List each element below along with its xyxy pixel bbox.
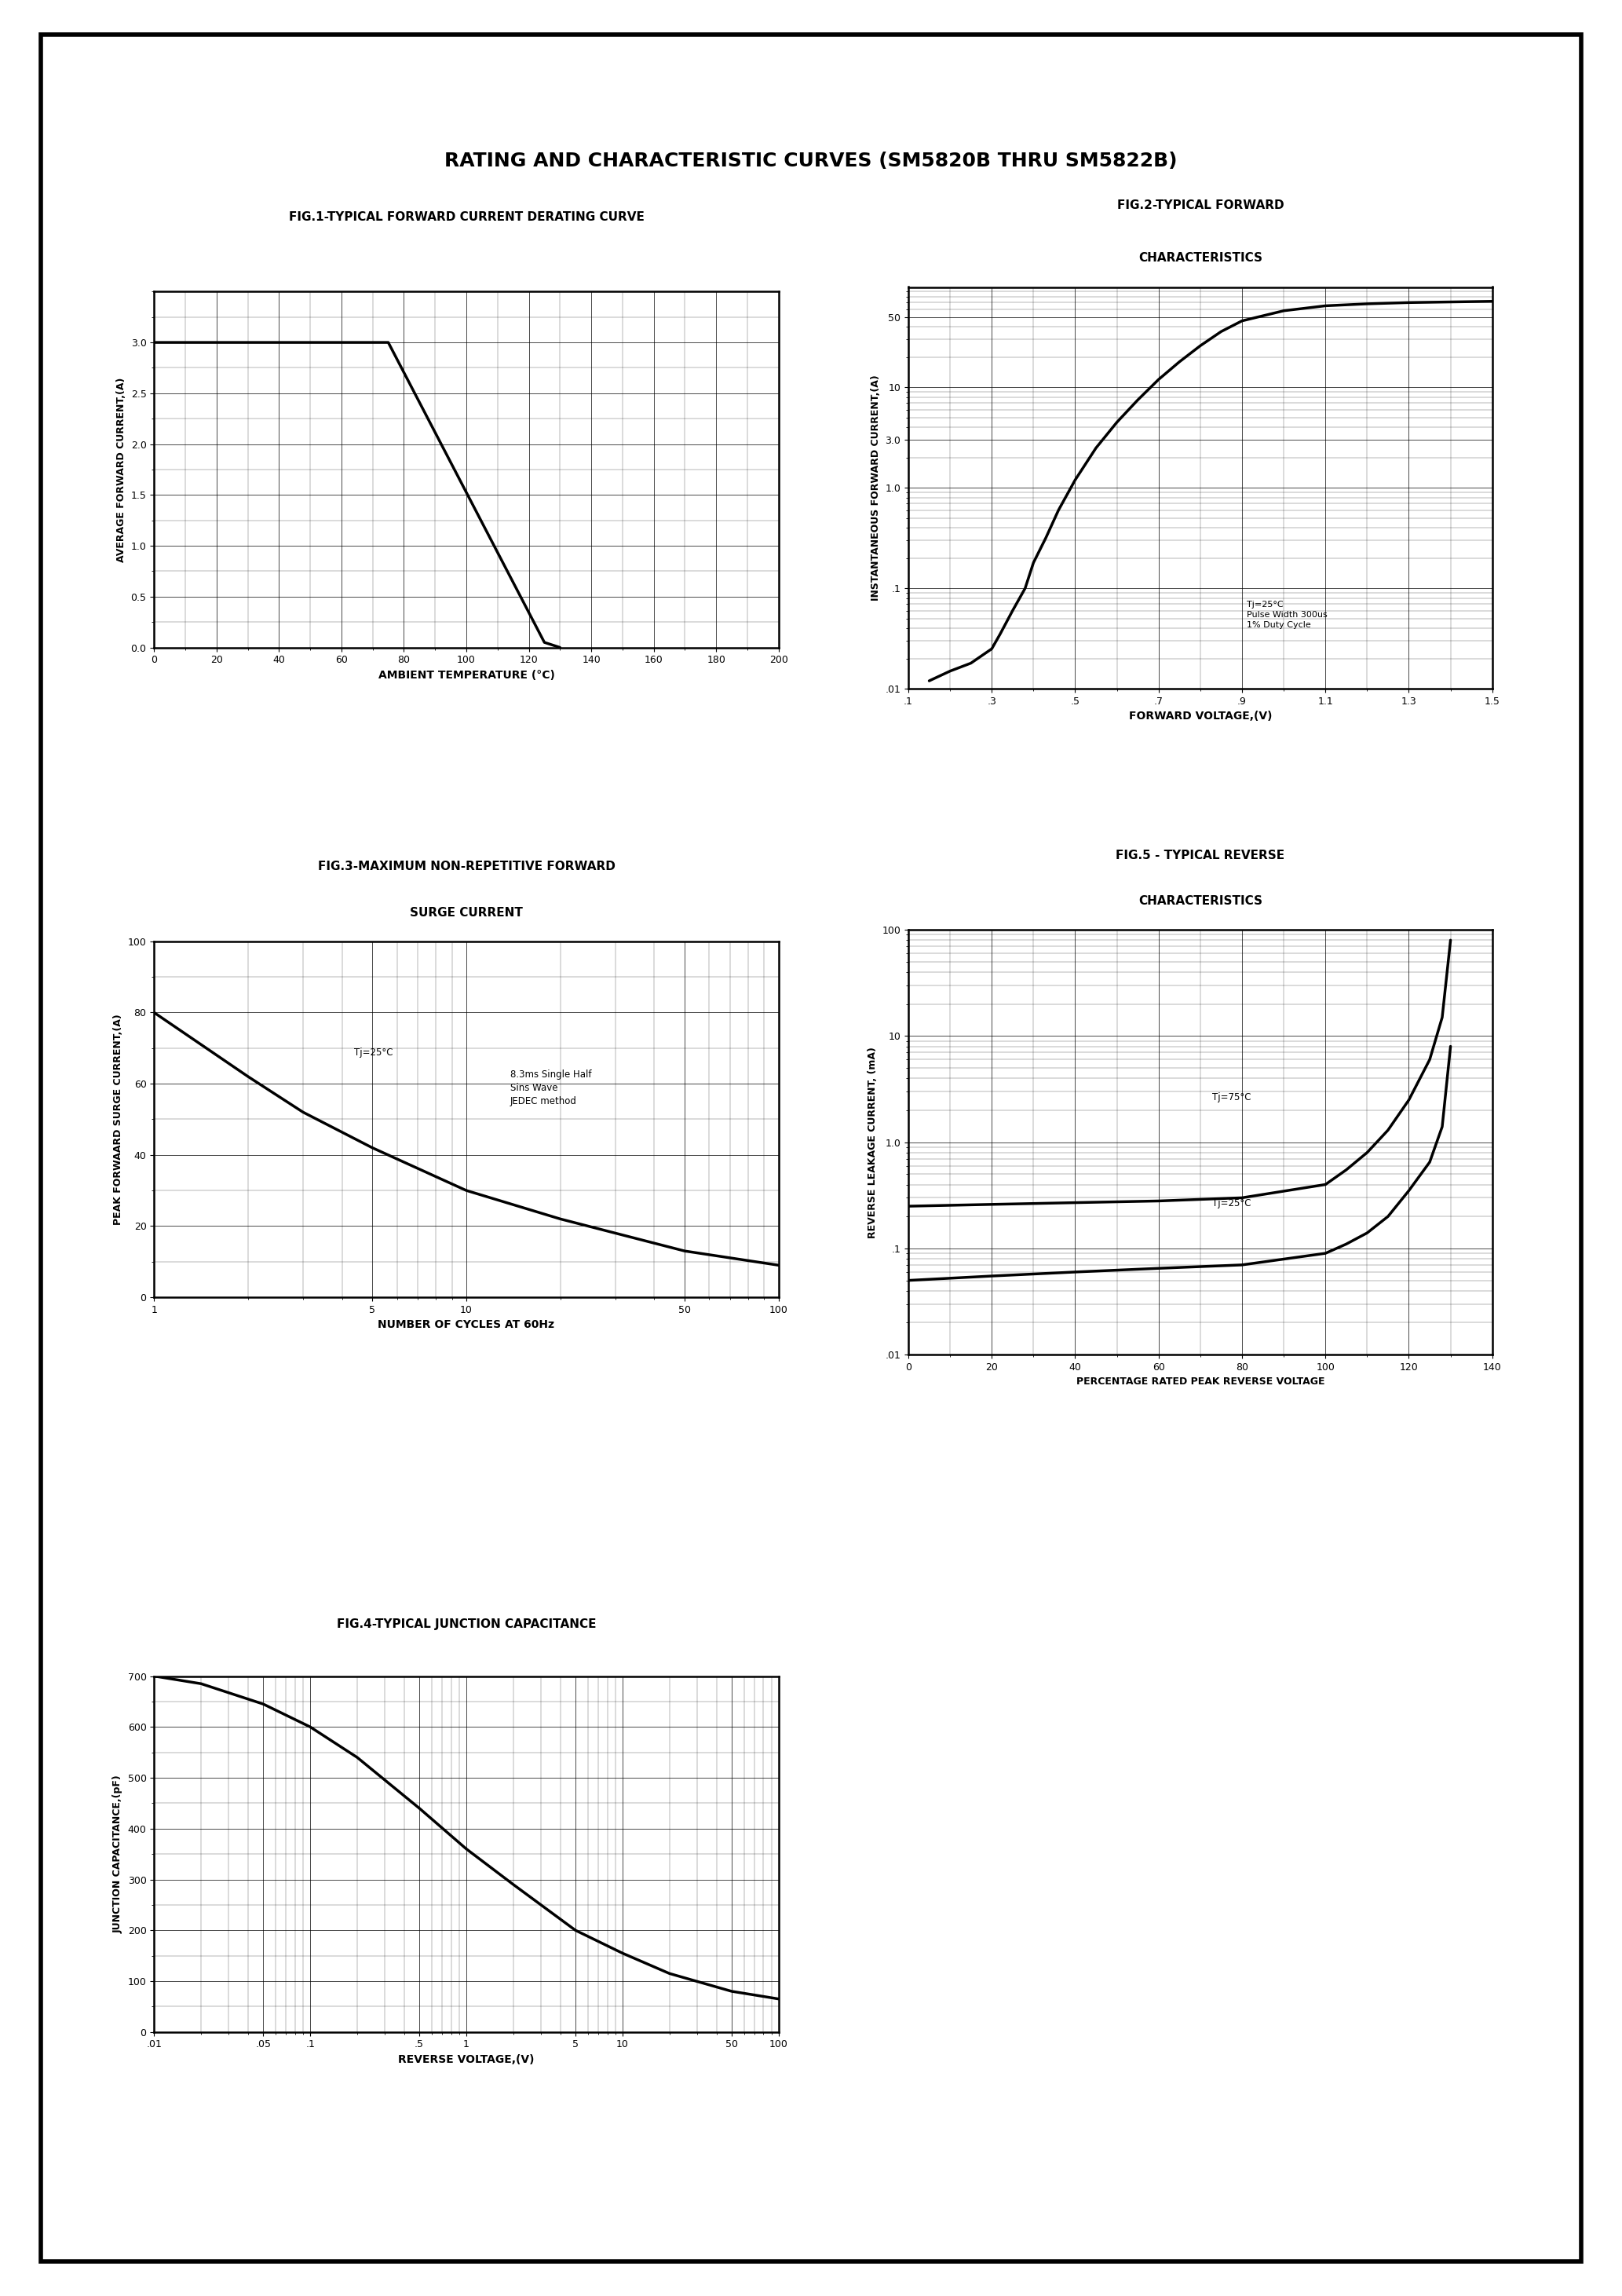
Text: Tj=75°C: Tj=75°C: [1212, 1093, 1251, 1102]
Text: FIG.5 - TYPICAL REVERSE: FIG.5 - TYPICAL REVERSE: [1116, 850, 1285, 861]
Text: FIG.1-TYPICAL FORWARD CURRENT DERATING CURVE: FIG.1-TYPICAL FORWARD CURRENT DERATING C…: [289, 211, 644, 223]
Text: FIG.2-TYPICAL FORWARD: FIG.2-TYPICAL FORWARD: [1118, 200, 1283, 211]
Y-axis label: AVERAGE FORWARD CURRENT,(A): AVERAGE FORWARD CURRENT,(A): [117, 377, 127, 563]
Text: Tj=25°C: Tj=25°C: [354, 1047, 393, 1058]
X-axis label: PERCENTAGE RATED PEAK REVERSE VOLTAGE: PERCENTAGE RATED PEAK REVERSE VOLTAGE: [1075, 1378, 1325, 1387]
Y-axis label: PEAK FORWAARD SURGE CURRENT,(A): PEAK FORWAARD SURGE CURRENT,(A): [114, 1015, 123, 1224]
Text: Tj=25°C: Tj=25°C: [1212, 1199, 1251, 1208]
Y-axis label: JUNCTION CAPACITANCE,(pF): JUNCTION CAPACITANCE,(pF): [114, 1775, 123, 1933]
Text: FIG.3-MAXIMUM NON-REPETITIVE FORWARD: FIG.3-MAXIMUM NON-REPETITIVE FORWARD: [318, 861, 615, 872]
Text: CHARACTERISTICS: CHARACTERISTICS: [1139, 895, 1262, 907]
Y-axis label: INSTANTANEOUS FORWARD CURRENT,(A): INSTANTANEOUS FORWARD CURRENT,(A): [871, 374, 881, 602]
Text: SURGE CURRENT: SURGE CURRENT: [410, 907, 522, 918]
Text: RATING AND CHARACTERISTIC CURVES (SM5820B THRU SM5822B): RATING AND CHARACTERISTIC CURVES (SM5820…: [444, 152, 1178, 170]
X-axis label: NUMBER OF CYCLES AT 60Hz: NUMBER OF CYCLES AT 60Hz: [378, 1320, 555, 1329]
X-axis label: REVERSE VOLTAGE,(V): REVERSE VOLTAGE,(V): [399, 2055, 534, 2064]
Y-axis label: REVERSE LEAKAGE CURRENT, (mA): REVERSE LEAKAGE CURRENT, (mA): [868, 1047, 878, 1238]
Text: CHARACTERISTICS: CHARACTERISTICS: [1139, 253, 1262, 264]
Text: Tj=25°C
Pulse Width 300us
1% Duty Cycle: Tj=25°C Pulse Width 300us 1% Duty Cycle: [1247, 602, 1328, 629]
Text: 8.3ms Single Half
Sins Wave
JEDEC method: 8.3ms Single Half Sins Wave JEDEC method: [509, 1070, 592, 1107]
X-axis label: FORWARD VOLTAGE,(V): FORWARD VOLTAGE,(V): [1129, 712, 1272, 721]
X-axis label: AMBIENT TEMPERATURE (°C): AMBIENT TEMPERATURE (°C): [378, 670, 555, 680]
Text: FIG.4-TYPICAL JUNCTION CAPACITANCE: FIG.4-TYPICAL JUNCTION CAPACITANCE: [337, 1619, 595, 1630]
